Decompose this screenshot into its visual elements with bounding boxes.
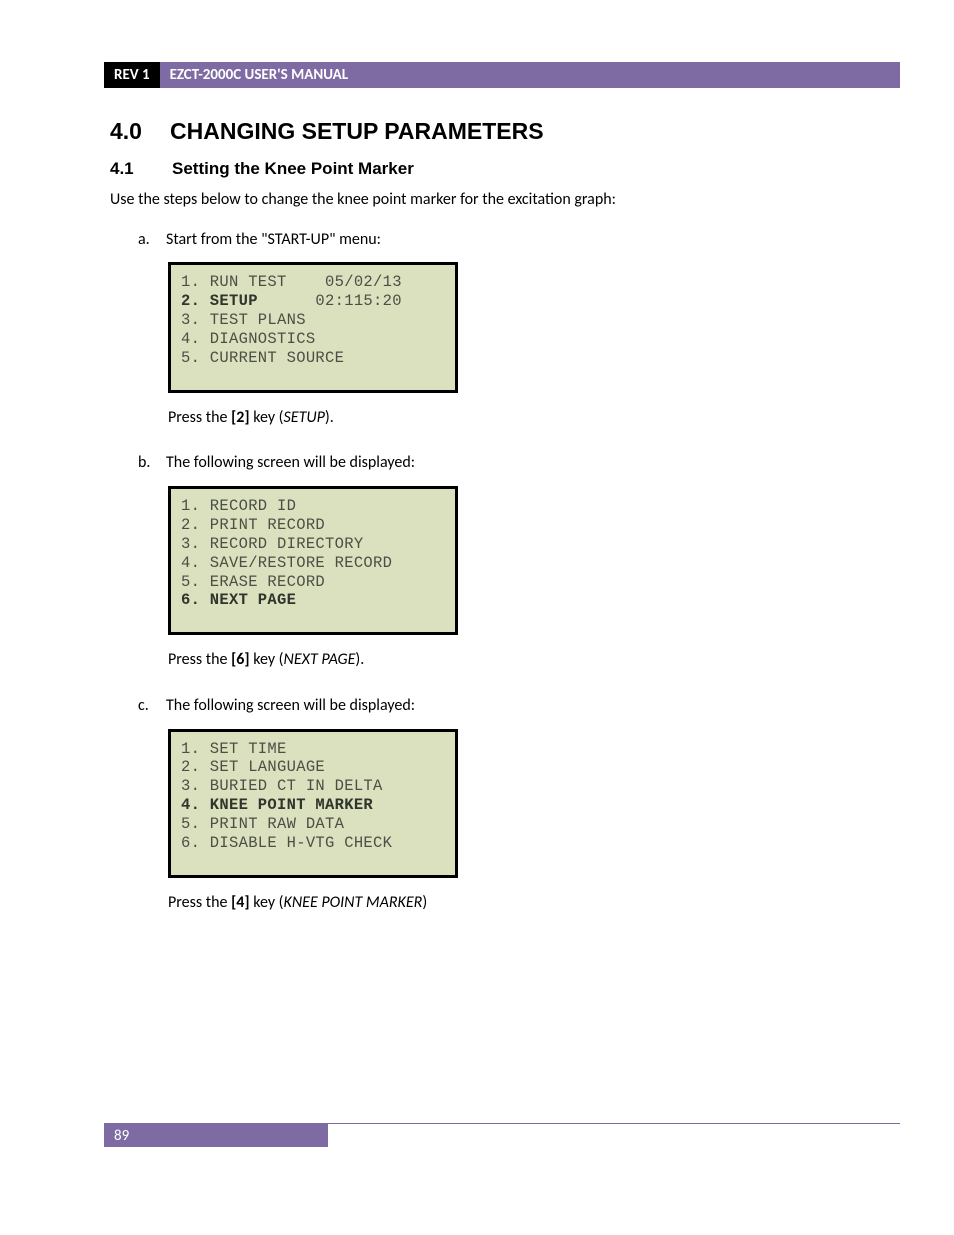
step-c: c.The following screen will be displayed…	[138, 695, 854, 914]
press-a-ital: SETUP	[284, 408, 325, 427]
page-content: 4.0CHANGING SETUP PARAMETERS 4.1Setting …	[110, 118, 854, 938]
revision-label: REV 1	[104, 62, 160, 88]
section-number: 4.0	[110, 118, 170, 145]
step-b: b.The following screen will be displayed…	[138, 452, 854, 671]
step-a-label: a.Start from the "START-UP" menu:	[138, 229, 854, 251]
step-c-label: c.The following screen will be displayed…	[138, 695, 854, 717]
subsection-title: Setting the Knee Point Marker	[172, 159, 414, 178]
press-a-pre: Press the	[168, 408, 231, 427]
section-heading: 4.0CHANGING SETUP PARAMETERS	[110, 118, 854, 145]
page-number: 89	[104, 1124, 328, 1147]
press-b-mid: key (	[250, 650, 284, 669]
press-a-mid: key (	[250, 408, 284, 427]
press-a-post: ).	[325, 408, 334, 427]
press-b-pre: Press the	[168, 650, 231, 669]
press-a-key: [2]	[231, 408, 250, 427]
footer-bar: 89	[104, 1123, 900, 1147]
step-b-instruction: Press the [6] key (NEXT PAGE).	[168, 649, 854, 671]
subsection-heading: 4.1Setting the Knee Point Marker	[110, 159, 854, 179]
step-c-letter: c.	[138, 695, 166, 717]
step-a-instruction: Press the [2] key (SETUP).	[168, 407, 854, 429]
press-b-ital: NEXT PAGE	[284, 650, 356, 669]
section-title: CHANGING SETUP PARAMETERS	[170, 118, 544, 144]
lcd-screen-b: 1. RECORD ID 2. PRINT RECORD 3. RECORD D…	[168, 486, 458, 635]
step-b-label: b.The following screen will be displayed…	[138, 452, 854, 474]
step-a-letter: a.	[138, 229, 166, 251]
step-c-text: The following screen will be displayed:	[166, 696, 415, 715]
press-c-key: [4]	[231, 893, 250, 912]
lcd-screen-c: 1. SET TIME 2. SET LANGUAGE 3. BURIED CT…	[168, 729, 458, 878]
subsection-number: 4.1	[110, 159, 172, 179]
press-c-ital: KNEE POINT MARKER	[284, 893, 423, 912]
step-b-text: The following screen will be displayed:	[166, 453, 415, 472]
press-c-pre: Press the	[168, 893, 231, 912]
intro-text: Use the steps below to change the knee p…	[110, 189, 854, 211]
press-b-post: ).	[355, 650, 364, 669]
step-a: a.Start from the "START-UP" menu: 1. RUN…	[138, 229, 854, 429]
step-a-text: Start from the "START-UP" menu:	[166, 230, 381, 249]
manual-title: EZCT-2000C USER'S MANUAL	[160, 66, 348, 84]
step-b-letter: b.	[138, 452, 166, 474]
press-c-post: )	[422, 893, 427, 912]
header-bar: REV 1 EZCT-2000C USER'S MANUAL	[104, 62, 900, 88]
lcd-screen-a: 1. RUN TEST 05/02/13 2. SETUP 02:115:20 …	[168, 262, 458, 393]
press-b-key: [6]	[231, 650, 250, 669]
press-c-mid: key (	[250, 893, 284, 912]
step-c-instruction: Press the [4] key (KNEE POINT MARKER)	[168, 892, 854, 914]
